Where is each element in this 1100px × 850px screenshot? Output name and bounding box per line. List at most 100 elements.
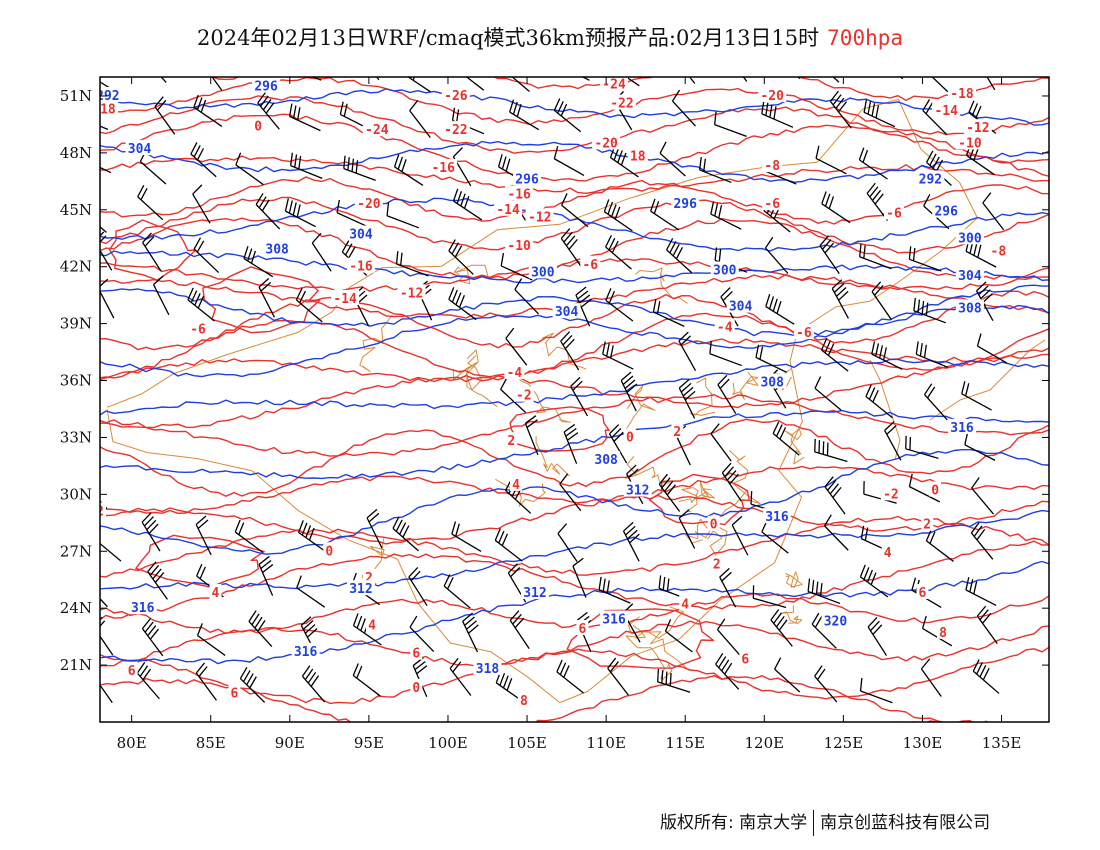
wind-barb	[710, 423, 732, 462]
wind-barb	[772, 421, 800, 456]
temperature-label-bg	[707, 515, 720, 531]
boundary-line	[624, 455, 672, 484]
temperature-label: 2	[96, 504, 104, 519]
height-label-bg	[100, 86, 122, 102]
temperature-label: -18	[950, 87, 974, 102]
wind-barb	[290, 152, 323, 179]
temperature-contour-loop	[202, 266, 321, 334]
wind-barb	[560, 331, 580, 371]
temperature-label-bg	[963, 119, 992, 135]
temperature-label-bg	[362, 568, 375, 584]
height-label: 304	[349, 227, 373, 242]
wind-barb	[100, 125, 109, 131]
copyright-left: 版权所有: 南京大学	[660, 813, 808, 833]
temperature-label-bg	[100, 502, 106, 518]
temperature-label: -6	[886, 207, 902, 222]
wind-barb	[605, 288, 634, 322]
temperature-label: 8	[939, 626, 947, 641]
temperature-label-bg	[504, 363, 525, 379]
wind-barb	[386, 202, 420, 229]
contour-labels: 180-26-24-22-20 -18-14-12-10-8-24 -22-2018…	[96, 77, 1009, 709]
wind-barb	[187, 287, 215, 322]
boundary-line	[784, 571, 803, 588]
height-contour-line	[100, 284, 1049, 378]
wind-barb	[514, 278, 539, 315]
wind-barb	[494, 528, 523, 562]
wind-barb	[964, 431, 996, 461]
temperature-contour-line	[100, 465, 1049, 514]
wind-barb	[257, 92, 280, 130]
wind-barb	[920, 658, 942, 697]
wind-barb	[829, 90, 852, 129]
wind-barb	[392, 516, 419, 552]
wind-barb	[239, 667, 266, 703]
plot-frame	[99, 76, 1050, 723]
wind-barb	[710, 201, 742, 230]
temperature-label: 6	[919, 586, 927, 601]
wind-barb	[671, 89, 696, 127]
wind-barb	[715, 653, 740, 690]
height-label: 316	[602, 613, 626, 628]
wind-barb	[858, 147, 888, 180]
temperature-label: -10	[507, 239, 531, 254]
geopotential-height-contours	[100, 88, 1049, 665]
temperature-contour-line	[100, 113, 1049, 182]
height-label: 300	[958, 231, 982, 246]
x-tick-label: 80E	[117, 734, 147, 752]
temperature-label: 0	[931, 484, 939, 499]
height-label-bg	[473, 659, 502, 675]
wind-barb	[196, 623, 226, 656]
wind-barb	[664, 619, 693, 653]
temperature-label: 2	[365, 571, 373, 586]
wind-barb	[100, 527, 122, 562]
wind-barb	[774, 657, 801, 693]
x-tick-label: 90E	[275, 734, 305, 752]
wind-barb	[100, 81, 110, 89]
height-label: 316	[294, 645, 318, 660]
temperature-contour-line	[100, 312, 1049, 379]
wind-barb	[154, 96, 176, 135]
height-contour-line	[100, 409, 1049, 480]
wind-barb	[137, 184, 164, 221]
height-label: 312	[523, 586, 546, 601]
height-label-bg	[600, 610, 629, 626]
temperature-label: -6	[582, 258, 598, 273]
wind-barb	[925, 528, 954, 562]
wind-barb	[859, 243, 892, 270]
temperature-label: -12	[400, 286, 423, 301]
temperature-label-bg	[209, 584, 222, 599]
wind-barb	[152, 275, 170, 316]
wind-barb	[563, 423, 579, 464]
wind-barb	[831, 279, 849, 319]
wind-barb	[986, 77, 996, 91]
temperature-contour-loop	[648, 473, 750, 526]
wind-barb	[192, 184, 211, 224]
wind-barb	[195, 662, 217, 701]
wind-barb	[931, 77, 949, 93]
height-label-bg	[821, 612, 850, 628]
temperature-label: 2	[923, 518, 931, 533]
wind-barb	[650, 198, 680, 231]
boundary-line	[452, 349, 479, 381]
boundaries-layer	[106, 98, 1046, 704]
temperature-label-bg	[793, 324, 814, 340]
wind-barb	[815, 145, 847, 175]
wind-barb	[905, 435, 939, 459]
wind-barb	[509, 99, 540, 131]
temperature-contour-line	[100, 290, 1049, 351]
temperature-label-bg	[576, 620, 589, 636]
temperature-contour-line	[100, 394, 1049, 457]
wind-barb	[255, 193, 281, 230]
temperature-label: -14	[333, 292, 357, 307]
boundary-line	[678, 487, 699, 513]
wind-barb	[557, 523, 578, 562]
temperature-label-bg	[513, 386, 534, 402]
temperature-label-bg	[397, 284, 426, 300]
temperature-label: 0	[254, 119, 262, 134]
temperature-label-bg	[441, 121, 470, 137]
wind-barb	[452, 188, 483, 221]
temperature-label: -12	[528, 210, 551, 225]
wind-barb	[657, 668, 691, 693]
temperature-label-bg	[988, 242, 1009, 258]
temperature-contour-line	[100, 515, 1049, 578]
